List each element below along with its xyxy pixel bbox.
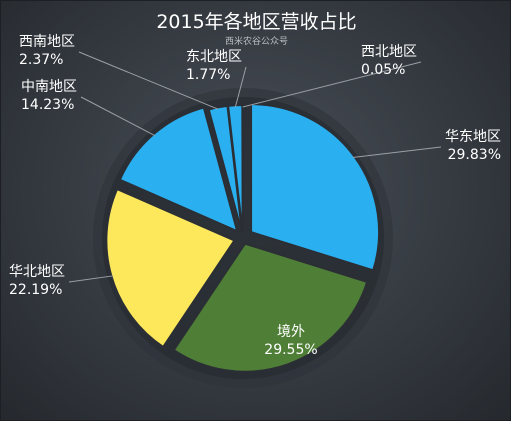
pie-slice: [250, 103, 381, 272]
slice-value-label: 1.77%: [186, 67, 230, 83]
slice-value-label: 2.37%: [19, 52, 63, 68]
slice-value-label: 0.05%: [361, 62, 405, 78]
slice-value-label: 29.83%: [448, 147, 501, 163]
slice-value-label: 29.55%: [264, 342, 317, 358]
slice-value-label: 14.23%: [21, 97, 74, 113]
slice-name-label: 西北地区: [361, 44, 417, 60]
slice-name-label: 西南地区: [19, 34, 75, 50]
leader-line: [242, 61, 422, 108]
leader-line: [80, 96, 156, 137]
pie-slice: [172, 242, 369, 373]
slice-name-label: 中南地区: [21, 79, 77, 95]
leader-line: [78, 51, 219, 110]
chart-title: 2015年各地区营收占比: [156, 11, 357, 33]
slice-name-label: 华北地区: [9, 264, 65, 280]
pie-slices: [105, 103, 381, 373]
leader-lines: [68, 51, 442, 283]
leader-line: [68, 275, 114, 283]
chart-subtitle: 西米农谷公众号: [224, 37, 288, 47]
pie-slice: [118, 106, 239, 233]
leader-line: [234, 66, 247, 108]
slice-name-label: 东北地区: [186, 49, 242, 65]
slice-name-label: 境外: [277, 324, 305, 340]
leader-line: [352, 146, 442, 158]
slice-value-label: 22.19%: [9, 282, 62, 298]
slice-name-label: 华东地区: [445, 129, 501, 145]
slice-labels: 华东地区 29.83% 境外 29.55% 华北地区 22.19% 中南地区 14.23% 西南…: [9, 34, 501, 358]
pie-slice: [241, 103, 245, 234]
